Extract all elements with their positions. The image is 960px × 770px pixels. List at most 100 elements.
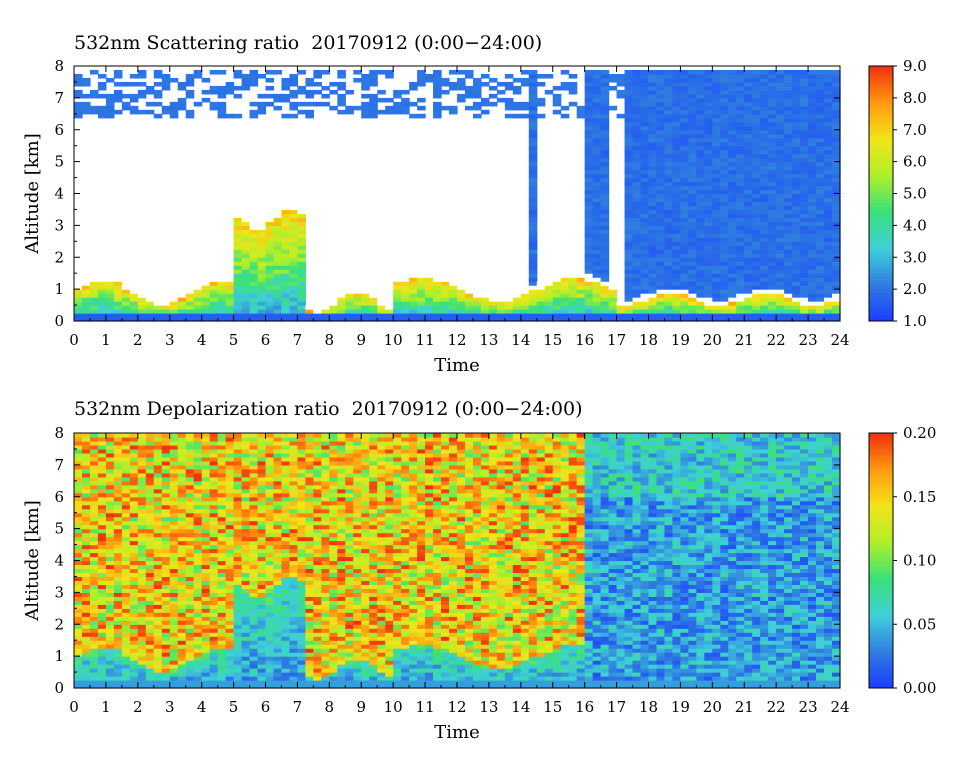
heatmap-cell [369, 101, 378, 107]
heatmap-cell [177, 616, 187, 621]
heatmap-cell [664, 89, 674, 95]
heatmap-cell [584, 281, 594, 286]
heatmap-cell [137, 652, 147, 657]
heatmap-cell [201, 436, 211, 442]
heatmap-cell [201, 516, 211, 522]
heatmap-cell [265, 552, 275, 558]
heatmap-cell [728, 209, 737, 215]
colorbar-segment [869, 279, 893, 284]
heatmap-cell [241, 596, 251, 601]
heatmap-cell [105, 109, 115, 115]
heatmap-cell [249, 648, 259, 653]
heatmap-cell [784, 149, 793, 155]
heatmap-cell [161, 512, 171, 518]
heatmap-cell [121, 456, 131, 462]
heatmap-cell [592, 161, 602, 167]
colorbar-segment [869, 180, 893, 185]
heatmap-cell [137, 592, 147, 597]
heatmap-cell [121, 608, 131, 613]
heatmap-cell [249, 620, 259, 625]
heatmap-cell [592, 233, 602, 238]
heatmap-cell [177, 680, 187, 685]
heatmap-cell [273, 624, 283, 629]
heatmap-cell [369, 105, 378, 111]
heatmap-cell [217, 504, 227, 510]
heatmap-cell [281, 672, 291, 677]
heatmap-cell [81, 576, 91, 582]
heatmap-cell [321, 101, 330, 107]
heatmap-cell [177, 456, 187, 462]
heatmap-cell [193, 608, 203, 613]
heatmap-cell [105, 572, 115, 578]
heatmap-cell [672, 105, 682, 111]
heatmap-cell [249, 249, 259, 254]
heatmap-cell [528, 281, 538, 286]
heatmap-cell [672, 269, 682, 274]
heatmap-cell [105, 448, 115, 454]
heatmap-cell [528, 181, 538, 187]
heatmap-cell [74, 560, 83, 566]
heatmap-cell [800, 229, 809, 234]
heatmap-cell [129, 468, 139, 474]
heatmap-cell [784, 293, 793, 298]
heatmap-cell [153, 640, 163, 645]
heatmap-cell [504, 301, 514, 306]
heatmap-cell [265, 253, 275, 258]
heatmap-cell [257, 504, 267, 510]
heatmap-cell [768, 97, 777, 103]
heatmap-cell [193, 464, 203, 470]
heatmap-cell [217, 532, 227, 538]
heatmap-cell [792, 233, 801, 238]
heatmap-cell [752, 221, 761, 226]
heatmap-cell [225, 285, 235, 290]
heatmap-cell [544, 301, 554, 306]
heatmap-cell [209, 448, 219, 454]
heatmap-cell [81, 604, 91, 609]
heatmap-cell [297, 293, 306, 298]
heatmap-cell [696, 209, 705, 215]
heatmap-cell [361, 305, 370, 310]
heatmap-cell [129, 660, 139, 665]
heatmap-cell [137, 508, 147, 514]
heatmap-cell [249, 233, 259, 238]
heatmap-cell [233, 560, 243, 566]
heatmap-cell [720, 225, 729, 230]
heatmap-cell [161, 484, 171, 490]
heatmap-cell [289, 249, 299, 254]
heatmap-cell [496, 297, 506, 302]
heatmap-cell [185, 572, 195, 578]
heatmap-cell [816, 141, 825, 147]
heatmap-cell [736, 97, 745, 103]
heatmap-cell [648, 169, 658, 175]
heatmap-cell [161, 628, 171, 633]
heatmap-cell [464, 69, 474, 75]
heatmap-cell [145, 580, 155, 585]
heatmap-cell [536, 293, 546, 298]
heatmap-cell [193, 540, 203, 546]
heatmap-cell [736, 125, 745, 131]
heatmap-cell [193, 676, 203, 681]
heatmap-cell [233, 656, 243, 661]
heatmap-cell [600, 189, 610, 195]
heatmap-cell [233, 600, 243, 605]
heatmap-cell [145, 85, 155, 91]
heatmap-cell [161, 616, 171, 621]
heatmap-cell [97, 85, 107, 91]
heatmap-cell [624, 237, 634, 242]
heatmap-cell [265, 608, 275, 613]
heatmap-cell [161, 460, 171, 466]
heatmap-cell [369, 293, 378, 298]
heatmap-cell [153, 433, 163, 438]
heatmap-cell [217, 552, 227, 558]
heatmap-cell [433, 281, 442, 286]
heatmap-cell [281, 452, 291, 458]
heatmap-cell [457, 301, 466, 306]
heatmap-cell [744, 297, 753, 302]
heatmap-cell [816, 301, 825, 306]
heatmap-cell [632, 97, 642, 103]
heatmap-cell [265, 520, 275, 526]
heatmap-cell [800, 125, 809, 131]
heatmap-cell [584, 229, 594, 234]
heatmap-cell [361, 105, 370, 111]
heatmap-cell [97, 488, 107, 494]
